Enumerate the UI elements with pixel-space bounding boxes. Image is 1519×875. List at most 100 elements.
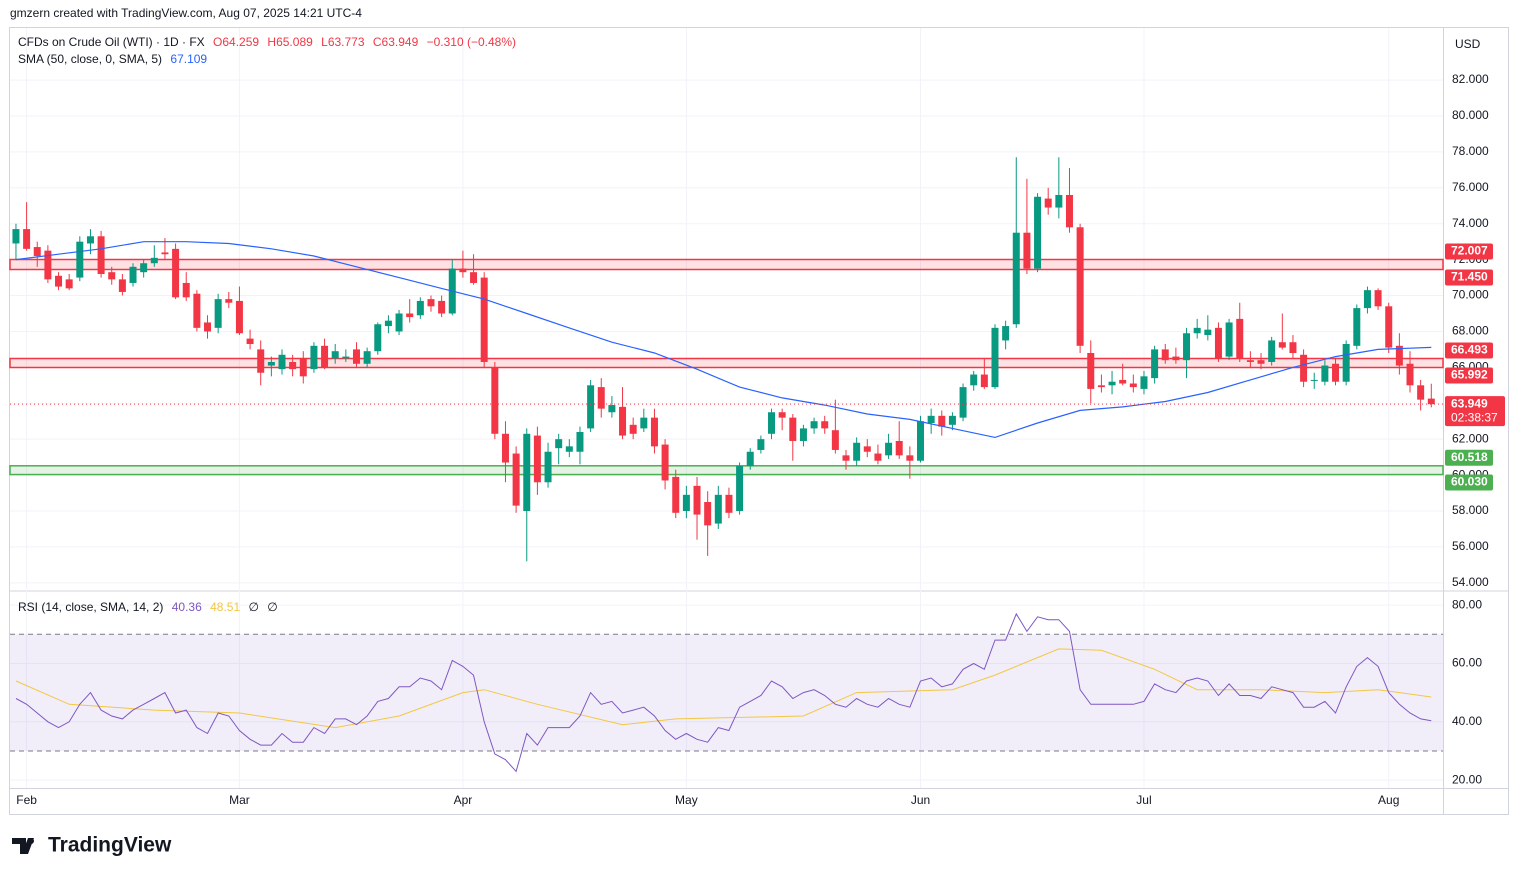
candle-body [267,361,275,366]
candle-body [491,367,499,434]
candle-body [214,299,222,328]
candle-body [55,275,63,287]
candle-body [1204,329,1212,336]
y-tick-label: 56.000 [1452,539,1489,553]
candle-body [650,417,658,447]
candle-body [480,277,488,362]
candle-body [108,272,116,280]
zone [9,258,1444,271]
candle-body [1087,352,1095,389]
last-price-label: 63.949 [1451,396,1488,410]
candle-body [1193,327,1201,334]
candle-body [321,345,329,368]
candle-body [246,338,254,345]
candle-body [746,451,754,467]
candle-body [608,405,616,413]
y-tick-label: 62.000 [1452,431,1489,445]
candle-body [736,466,744,511]
candle-body [395,313,403,332]
rsi-tick-label: 40.00 [1452,714,1482,728]
candle-body [757,439,765,450]
candle-body [853,442,861,461]
candle-body [1278,342,1286,348]
candle-body [640,417,648,429]
candle-body [12,229,20,244]
candle-body [1002,326,1010,341]
candle-body [1310,379,1318,381]
candle-body [619,406,627,436]
candle-body [842,455,850,461]
candle-body [182,282,190,298]
candle-body [789,417,797,441]
rsi-tick-label: 60.00 [1452,656,1482,670]
candle-body [672,476,680,513]
candle-body [1332,363,1340,382]
y-tick-label: 82.000 [1452,72,1489,86]
sma-legend: SMA (50, close, 0, SMA, 5) 67.109 [18,52,212,66]
candle-body [331,351,339,359]
candle-body [1353,308,1361,346]
candle-body [778,412,786,418]
candle-body [1374,290,1382,307]
candle-body [629,424,637,434]
x-tick-label: Feb [16,793,37,807]
sma-line [15,241,1432,439]
candle-body [693,485,701,515]
axis-price-label: 65.992 [1451,368,1488,382]
x-tick-label: Apr [454,793,473,807]
axis-price-label: 72.007 [1451,244,1488,258]
candle-body [874,453,882,461]
candle-body [587,385,595,429]
candle-body [565,446,573,452]
candle-body [363,351,371,364]
candle-body [1236,318,1244,359]
candle-body [1140,376,1148,389]
rsi-line [15,612,1432,773]
candle-body [831,430,839,450]
candle-body [544,451,552,483]
candle-body [1395,345,1403,366]
candle-body [768,412,776,434]
candle-body [23,229,31,249]
frame [9,27,1509,815]
candle-body [501,433,509,463]
candle-body [555,439,563,449]
candle-body [980,374,988,388]
rsi-ma-line [15,648,1432,729]
candle-body [299,358,307,377]
rsi-tick-label: 80.00 [1452,597,1482,611]
axis-price-label: 66.493 [1451,343,1488,357]
candle-body [1427,398,1435,405]
candle-body [959,387,967,418]
zone [9,465,1444,476]
rsi-value: 40.36 [171,600,202,614]
candle-body [661,444,669,481]
rsi-band [10,634,1443,751]
symbol-legend: CFDs on Crude Oil (WTI) · 1D · FX O64.25… [18,35,521,49]
candle-body [512,453,520,506]
candle-body [533,435,541,483]
candle-body [523,433,531,511]
change: −0.310 (−0.48%) [426,35,516,49]
rsi-extra: ∅ [267,600,278,614]
candle-body [86,236,94,244]
candle-body [140,263,148,273]
candle-body [895,440,903,456]
candle-body [927,415,935,424]
candle-body [427,299,435,307]
candle-body [1406,363,1414,386]
candle-body [1417,385,1425,400]
rsi-ma-value: 48.51 [210,600,241,614]
axis-price-box [1445,367,1493,384]
candle-body [1289,342,1297,353]
candle-body [1076,227,1084,346]
x-tick-label: May [675,793,698,807]
axis-price-label: 71.450 [1451,270,1488,284]
candle-body [1214,327,1222,359]
candle-body [459,268,467,273]
candle-body [1300,354,1308,382]
sma-name: SMA (50, close, 0, SMA, 5) [18,52,163,66]
x-tick-label: Jul [1136,793,1151,807]
countdown: 02:38:37 [1451,410,1498,424]
